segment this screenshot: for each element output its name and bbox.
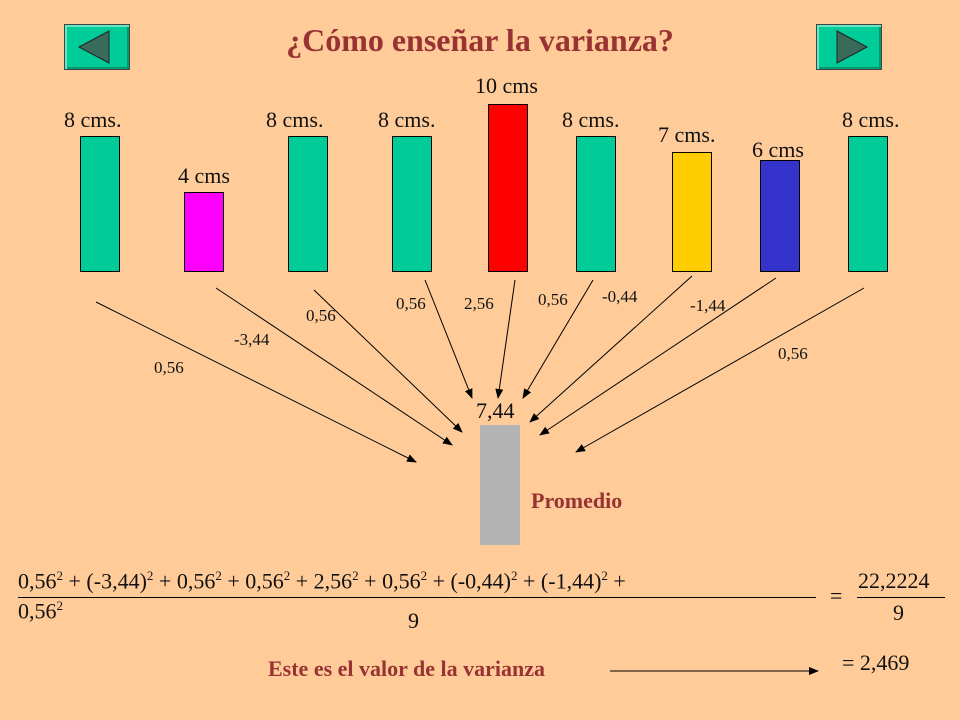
deviation-label: 0,56 [306,306,336,325]
arrow-bar-2 [215,287,453,446]
arrow-bar-9 [575,287,865,453]
bar-1 [80,136,120,272]
arrow-bar-6 [522,279,594,399]
formula-operator: + [607,568,626,594]
bar-label: 8 cms. [378,107,436,132]
bar-label: 10 cms [475,73,538,98]
formula-numerator-line2: 0,562 [18,598,63,624]
bar-6 [576,136,616,272]
bar-9 [848,136,888,272]
deviation-label: 0,56 [778,344,808,363]
page-title: ¿Cómo enseñar la varianza? [286,22,674,58]
formula-operator: + [358,568,383,594]
equals-sign: = [830,583,843,608]
exponent: 2 [56,598,64,613]
formula-term: 0,56 [18,598,57,624]
arrow-bar-7 [529,275,693,423]
exponent: 2 [601,568,608,583]
formula-operator: + [290,568,314,594]
formula-operator: + [63,568,87,594]
bar-2 [184,192,224,272]
exponent: 2 [420,568,428,583]
deviation-label: 0,56 [154,358,184,377]
exponent: 2 [283,568,291,583]
result-denominator: 9 [893,600,904,625]
bar-label: 4 cms [178,163,230,188]
right-triangle-icon [836,30,869,64]
formula-term: 0,56 [382,568,421,594]
formula-operator: + [427,568,451,594]
deviation-label: 0,56 [396,294,426,313]
left-triangle-icon [77,30,110,64]
previous-slide-button[interactable] [64,24,130,70]
formula-operator: + [221,568,246,594]
bar-label: 7 cms. [658,122,716,147]
deviation-label: -0,44 [602,287,638,306]
deviation-label: 0,56 [538,290,568,309]
formula-operator: + [517,568,541,594]
bar-3 [288,136,328,272]
exponent: 2 [511,568,518,583]
result-numerator: 22,2224 [858,568,930,593]
variance-result: = 2,469 [842,650,910,675]
conclusion-text: Este es el valor de la varianza [268,656,545,681]
bar-label: 8 cms. [562,107,620,132]
bar-5 [488,104,528,272]
exponent: 2 [352,568,359,583]
arrow-bar-5 [495,279,516,399]
bar-label: 8 cms. [266,107,324,132]
arrow-bar-3 [313,289,463,433]
formula-term: 0,56 [245,568,284,594]
arrow-bar-4 [424,279,473,399]
formula-denominator: 9 [408,608,419,633]
bar-label: 8 cms. [842,107,900,132]
mean-bar [480,425,520,545]
bar-7 [672,152,712,272]
formula-numerator-line1: 0,562 + (-3,44)2 + 0,562 + 0,562 + 2,562… [18,568,626,594]
deviation-label: 2,56 [464,294,494,313]
arrow-bar-1 [95,301,417,463]
formula-term: 2,56 [313,568,353,594]
bar-4 [392,136,432,272]
exponent: 2 [146,568,154,583]
bar-8 [760,160,800,272]
mean-value: 7,44 [476,398,515,423]
formula-operator: + [153,568,177,594]
formula-term: 0,56 [176,568,216,594]
bar-label: 8 cms. [64,107,122,132]
deviation-label: -1,44 [690,296,726,315]
bar-label: 6 cms [752,137,804,162]
formula-term: (-0,44) [450,568,511,594]
arrow-bar-8 [539,277,777,436]
formula-term: (-1,44) [540,568,602,594]
formula-term: (-3,44) [86,568,147,594]
deviation-label: -3,44 [234,330,270,349]
result-fraction-bar [857,597,945,598]
exponent: 2 [215,568,222,583]
mean-label: Promedio [531,488,623,513]
next-slide-button[interactable] [816,24,882,70]
formula-term: 0,56 [18,568,57,594]
fraction-bar [18,597,816,598]
exponent: 2 [56,568,64,583]
